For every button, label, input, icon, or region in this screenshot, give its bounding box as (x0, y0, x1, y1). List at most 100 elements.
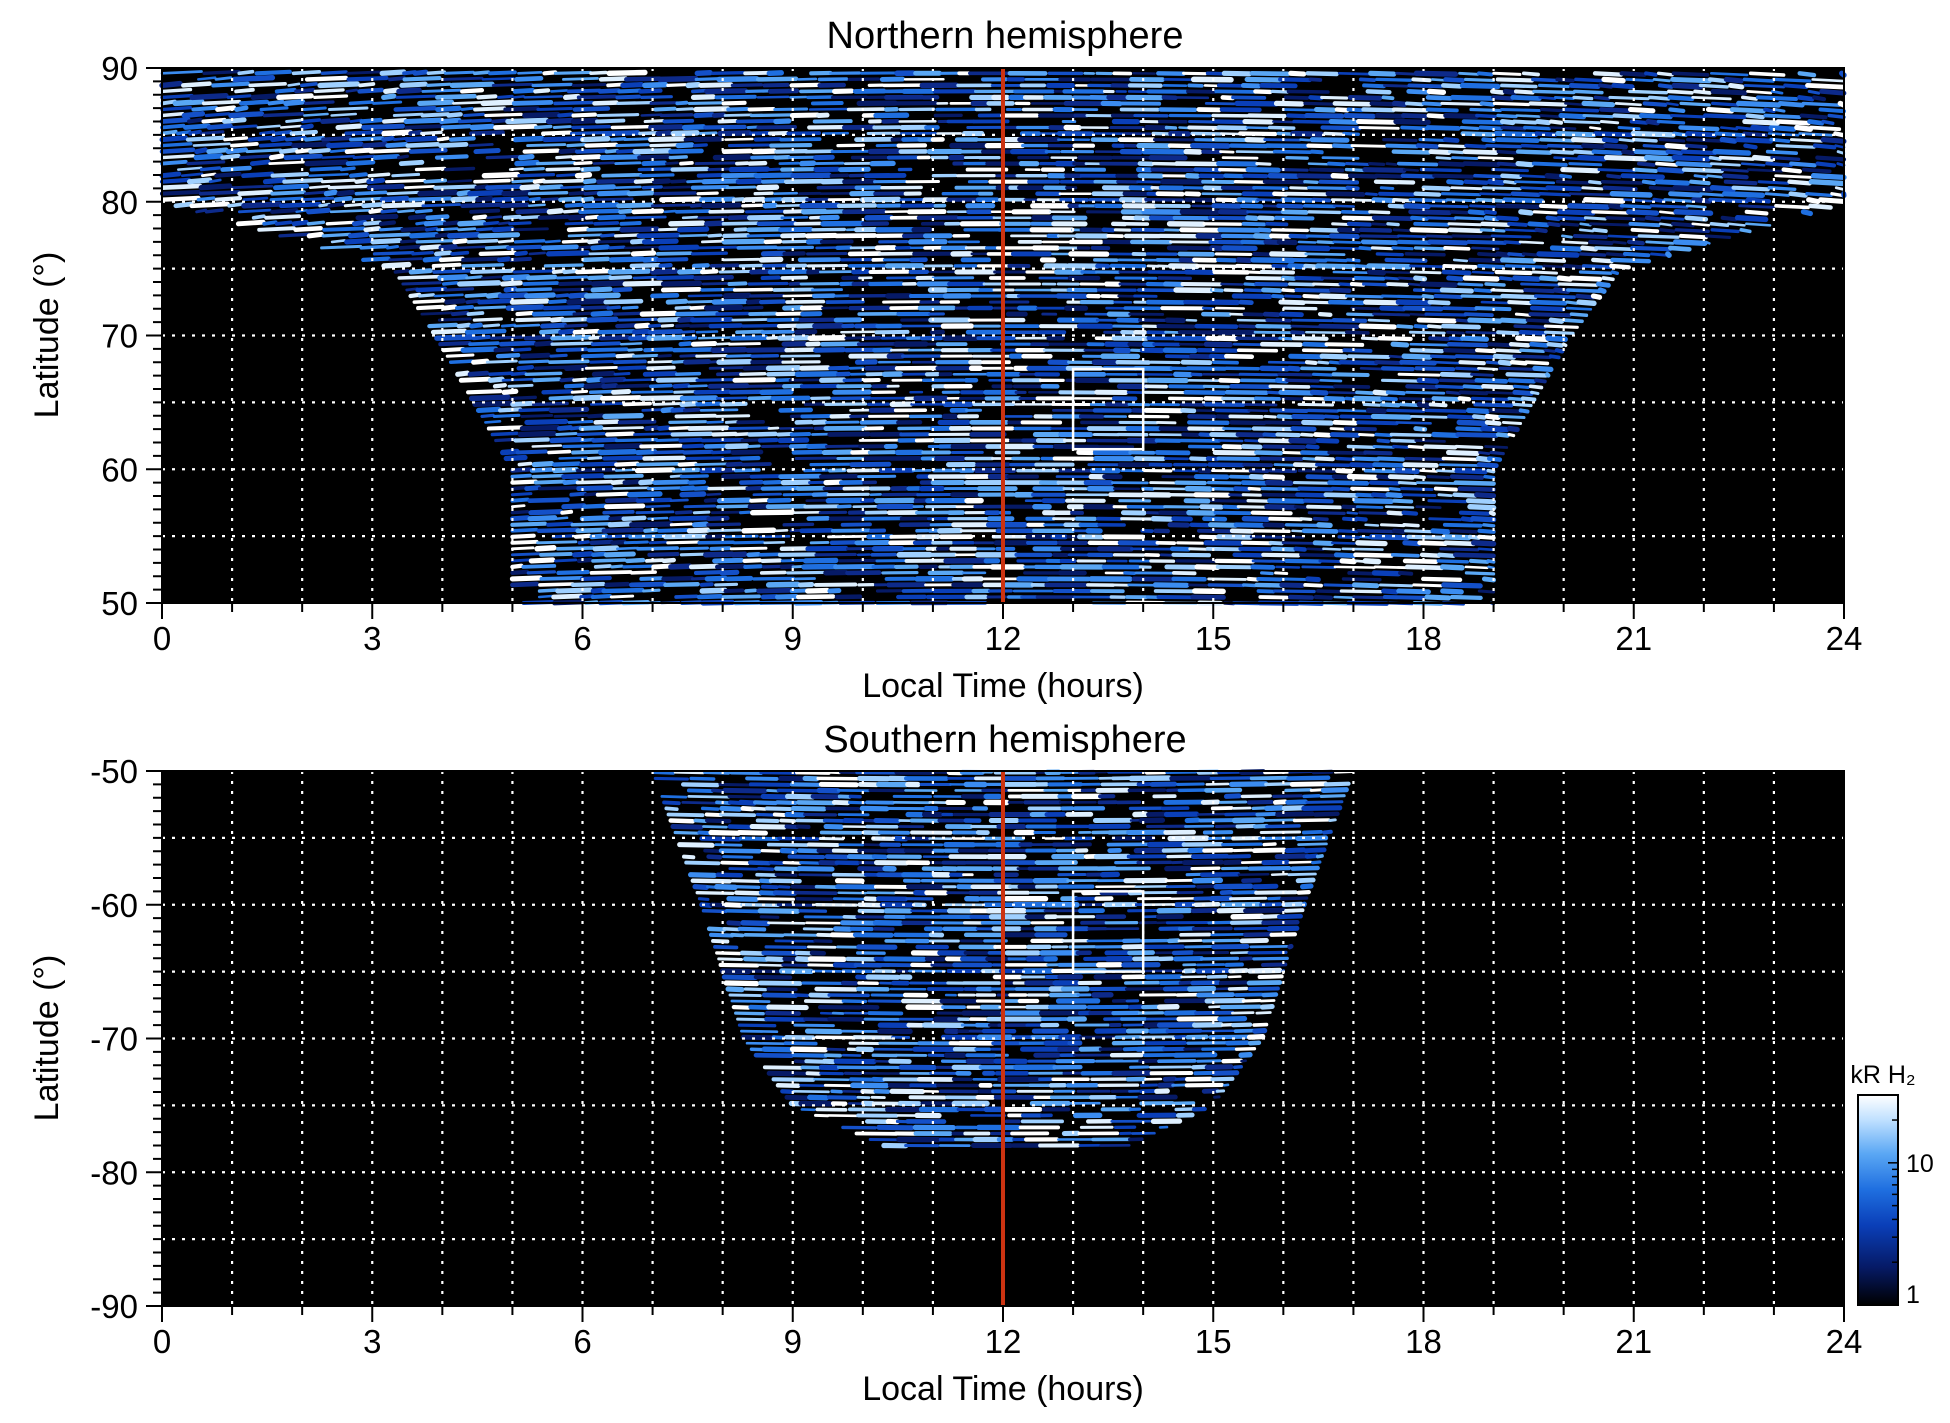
emission-streak (734, 1011, 765, 1016)
emission-streak (1735, 126, 1754, 131)
emission-streak (1235, 257, 1253, 264)
emission-streak (1223, 288, 1244, 293)
emission-streak (1458, 510, 1491, 516)
emission-streak (657, 528, 691, 533)
emission-streak (1542, 264, 1566, 269)
emission-streak (726, 106, 750, 112)
emission-streak (1252, 956, 1289, 961)
emission-streak (1704, 240, 1711, 245)
emission-streak (1281, 288, 1296, 293)
emission-streak (397, 274, 441, 280)
emission-streak (741, 323, 779, 328)
emission-streak (666, 540, 700, 545)
emission-streak (440, 76, 484, 81)
emission-streak (480, 413, 495, 418)
emission-streak (441, 346, 466, 353)
emission-streak (349, 118, 363, 123)
emission-streak (1656, 119, 1686, 125)
emission-streak (237, 208, 272, 214)
emission-streak (722, 292, 752, 299)
emission-streak (1235, 263, 1273, 269)
emission-streak (733, 885, 761, 889)
emission-streak (1322, 829, 1333, 835)
emission-streak (456, 322, 472, 329)
emission-streak (1743, 143, 1758, 150)
emission-streak (624, 76, 662, 82)
emission-streak (584, 292, 621, 299)
emission-streak (417, 99, 455, 106)
emission-streak (701, 239, 724, 244)
emission-streak (1441, 269, 1472, 276)
emission-streak (1265, 221, 1289, 227)
emission-streak (1365, 89, 1392, 95)
emission-streak (679, 546, 709, 551)
emission-streak (1467, 209, 1486, 216)
emission-streak (1355, 505, 1384, 509)
emission-streak (1689, 179, 1711, 186)
emission-streak (710, 450, 732, 455)
emission-streak (615, 94, 641, 100)
emission-streak (591, 558, 627, 563)
emission-streak (366, 177, 386, 185)
emission-streak (1685, 204, 1707, 209)
emission-streak (306, 220, 326, 226)
emission-streak (214, 196, 243, 202)
emission-streak (1821, 119, 1835, 126)
emission-streak (1360, 336, 1379, 341)
emission-streak (354, 190, 388, 196)
emission-streak (420, 311, 453, 316)
emission-streak (555, 587, 593, 594)
emission-streak (636, 461, 680, 467)
emission-streak (1272, 149, 1312, 154)
emission-streak (476, 94, 498, 100)
emission-streak (1259, 83, 1298, 89)
emission-streak (480, 99, 515, 107)
emission-streak (349, 172, 368, 178)
emission-streak (1327, 450, 1367, 456)
emission-streak (1292, 119, 1331, 124)
emission-streak (1394, 467, 1420, 475)
emission-streak (598, 239, 634, 244)
emission-streak (1601, 137, 1619, 144)
emission-streak (258, 142, 293, 148)
emission-streak (1233, 1065, 1243, 1070)
emission-streak (1371, 570, 1402, 577)
emission-streak (570, 581, 606, 588)
emission-streak (1251, 806, 1268, 811)
emission-streak (1211, 943, 1250, 950)
emission-streak (1347, 571, 1374, 576)
emission-streak (1652, 78, 1671, 83)
emission-streak (1562, 263, 1585, 270)
emission-streak (469, 322, 483, 329)
emission-streak (405, 287, 419, 292)
emission-streak (753, 172, 794, 179)
emission-streak (434, 232, 451, 238)
emission-streak (1482, 523, 1496, 528)
emission-streak (536, 540, 578, 545)
emission-streak (1438, 463, 1481, 467)
emission-streak (159, 195, 201, 202)
emission-streak (696, 593, 723, 600)
emission-streak (1331, 541, 1356, 545)
emission-streak (749, 131, 770, 136)
emission-streak (739, 950, 766, 956)
emission-streak (513, 437, 551, 443)
emission-streak (1287, 872, 1317, 877)
emission-streak (1466, 407, 1490, 414)
emission-streak (728, 867, 759, 871)
emission-streak (767, 269, 809, 275)
emission-streak (599, 376, 627, 383)
emission-streak (622, 564, 655, 569)
emission-streak (747, 444, 761, 448)
emission-streak (516, 365, 535, 371)
emission-streak (1545, 372, 1551, 378)
emission-streak (1583, 216, 1607, 221)
emission-streak (1728, 82, 1745, 90)
emission-streak (528, 196, 541, 202)
emission-streak (1568, 162, 1603, 167)
emission-streak (747, 431, 778, 437)
emission-streak (634, 322, 651, 329)
emission-streak (1521, 252, 1538, 257)
emission-streak (1233, 486, 1252, 492)
emission-streak (745, 486, 762, 491)
